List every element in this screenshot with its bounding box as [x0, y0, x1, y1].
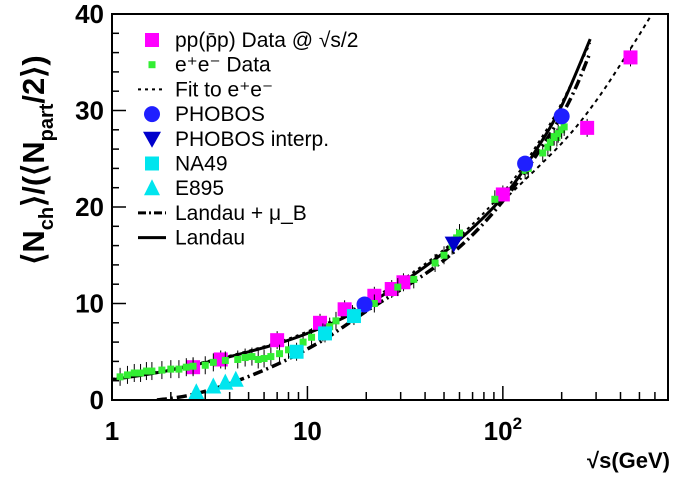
point-ee-32	[440, 251, 448, 259]
point-pp-9	[580, 120, 595, 135]
y-axis-title-mid: ⟩/(⟨N	[16, 141, 51, 207]
point-ee-36	[491, 195, 499, 203]
x-tick-label-10: 10	[293, 416, 322, 446]
point-pp-3	[313, 315, 328, 330]
point-ee-16	[248, 353, 256, 361]
legend-label-pp: pp(p̄p) Data @ √s/2	[175, 29, 358, 52]
y-tick-label-0: 0	[90, 385, 104, 415]
point-pp-8	[495, 187, 510, 202]
y-tick-label-40: 40	[75, 0, 104, 29]
point-ee-10	[189, 362, 197, 370]
point-na49-0	[289, 344, 304, 359]
point-ee-8	[175, 365, 183, 373]
point-ee-17	[254, 355, 262, 363]
point-ee-47	[560, 123, 568, 131]
point-ee-12	[209, 358, 217, 366]
points-layer	[116, 48, 638, 400]
point-ee-28	[370, 300, 378, 307]
point-ee-20	[276, 350, 284, 358]
x-tick-label-1: 1	[105, 416, 119, 446]
legend-label-fit: Fit to e⁺e⁻	[175, 78, 273, 101]
point-ee-29	[394, 283, 402, 291]
point-ee-41	[544, 143, 552, 151]
point-na49-1	[317, 326, 332, 341]
y-tick-label-30: 30	[75, 96, 104, 126]
legend-swatch-na49	[145, 156, 159, 171]
point-ee-7	[167, 365, 175, 373]
point-phobos-1	[517, 155, 534, 172]
point-ee-4	[142, 367, 150, 375]
point-ee-23	[308, 333, 316, 341]
point-ee-42	[546, 138, 554, 146]
point-ee-11	[201, 361, 209, 369]
y-axis-title-sub-part: part	[36, 103, 58, 141]
y-axis-title: ⟨Nch⟩/(⟨Npart/2⟩)	[16, 55, 58, 264]
point-ee-22	[299, 338, 307, 346]
y-tick-label-10: 10	[75, 289, 104, 319]
point-ee-45	[554, 130, 562, 138]
legend-swatch-e895	[144, 179, 160, 196]
point-ee-19	[267, 353, 275, 361]
legend-swatch-ee	[148, 61, 156, 69]
x-axis-title: √s(GeV)	[587, 448, 670, 473]
point-ee-3	[137, 369, 145, 377]
point-pp-10	[623, 50, 638, 65]
point-ee-2	[130, 369, 138, 377]
y-axis-title-close: /2⟩)	[16, 55, 51, 103]
x-tick-label-100: 102	[484, 414, 522, 446]
point-ee-1	[123, 371, 131, 379]
point-ee-13	[221, 356, 229, 364]
point-ee-44	[553, 134, 561, 142]
point-ee-9	[182, 363, 190, 371]
point-ee-14	[234, 355, 242, 363]
legend-swatch-phobos	[144, 106, 160, 123]
point-e895-1	[205, 377, 222, 394]
point-phobos_interp-0	[444, 236, 463, 253]
point-ee-35	[455, 229, 463, 237]
point-ee-6	[158, 366, 166, 374]
point-na49-2	[346, 309, 361, 324]
ticks-layer	[111, 13, 669, 401]
legend-label-e895: E895	[175, 177, 224, 200]
legend-label-na49: NA49	[175, 153, 228, 176]
point-e895-0	[188, 383, 205, 400]
legend-label-ee: e⁺e⁻ Data	[175, 54, 271, 77]
point-ee-5	[148, 367, 156, 375]
point-ee-26	[332, 317, 340, 325]
point-phobos-2	[553, 108, 570, 125]
point-pp-2	[270, 333, 285, 348]
point-ee-15	[241, 354, 249, 362]
y-tick-label-20: 20	[75, 192, 104, 222]
point-ee-40	[539, 149, 547, 157]
legend-swatch-phobos_interp	[143, 131, 161, 148]
legend-swatch-pp	[145, 33, 159, 47]
y-axis-title-open: ⟨N	[16, 230, 51, 264]
y-axis-title-sub-ch: ch	[36, 207, 58, 230]
point-e895-3	[227, 370, 244, 387]
point-phobos-0	[356, 296, 373, 313]
legend-label-phobos_interp: PHOBOS interp.	[175, 128, 329, 151]
point-ee-31	[431, 259, 439, 267]
legend-label-landau: Landau	[175, 227, 245, 250]
x-tick-label-sup-100: 2	[513, 414, 522, 433]
legend-label-phobos: PHOBOS	[175, 103, 265, 126]
point-ee-0	[116, 373, 124, 381]
point-ee-18	[260, 355, 268, 363]
curve-dashed_long	[502, 14, 653, 202]
point-ee-21	[284, 346, 292, 354]
point-ee-30	[410, 275, 418, 283]
legend-label-landau_mub: Landau + μ_B	[175, 202, 307, 225]
